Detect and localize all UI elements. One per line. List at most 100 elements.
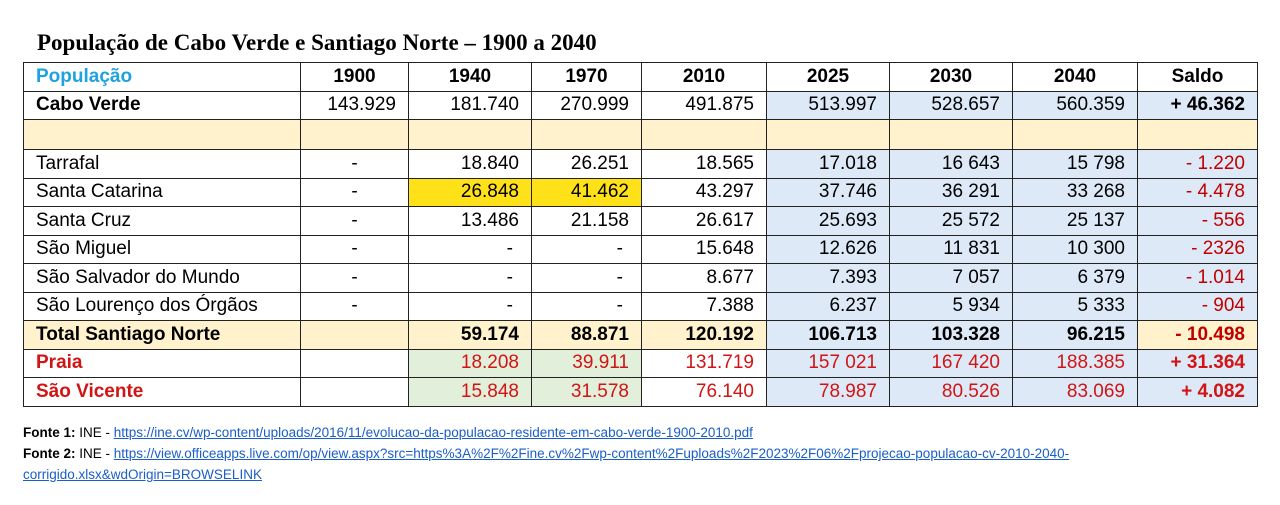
cell: 6 379	[1012, 263, 1138, 293]
cell: 10 300	[1012, 234, 1138, 264]
cell	[300, 119, 409, 150]
cell: 37.746	[766, 177, 890, 207]
row-municipality: São Lourenço dos Órgãos - - -7.388 6.237 5 93…	[23, 291, 1258, 321]
cell: -	[300, 291, 409, 321]
cell: 76.140	[641, 377, 767, 407]
cell: 18.208	[408, 348, 532, 378]
row-sao-vicente: São Vicente 15.848 31.578 76.140 78.987 80.52…	[23, 377, 1258, 407]
cell: -	[531, 291, 642, 321]
cell: -	[531, 263, 642, 293]
row-label: São Miguel	[23, 234, 301, 264]
row-label: São Salvador do Mundo	[23, 263, 301, 293]
source-2-org: INE -	[75, 446, 114, 461]
cell: 2030	[889, 62, 1013, 92]
row-label	[23, 119, 301, 150]
source-2-link[interactable]: https://view.officeapps.live.com/op/view…	[23, 446, 1070, 482]
cell: 43.297	[641, 177, 767, 207]
cell: 143.929	[300, 90, 409, 120]
cell	[408, 119, 532, 150]
row-cabo-verde: Cabo Verde 143.929 181.740 270.999 491.875 51…	[23, 90, 1258, 120]
row-label: Santa Cruz	[23, 206, 301, 236]
cell: -	[531, 234, 642, 264]
page-title: População de Cabo Verde e Santiago Norte…	[37, 30, 597, 55]
row-municipality: Santa Cruz -13.486 21.158 26.617 25.693 25 57…	[23, 206, 1258, 236]
cell: 513.997	[766, 90, 890, 120]
cell: 270.999	[531, 90, 642, 120]
cell: -	[300, 177, 409, 207]
row-head: População 1900 1940 1970 2010 2025 2030 2040 Sal…	[23, 62, 1258, 92]
cell: 1940	[408, 62, 532, 92]
row-label: São Vicente	[23, 377, 301, 407]
cell: 25.693	[766, 206, 890, 236]
cell: + 4.082	[1137, 377, 1258, 407]
cell: -	[300, 263, 409, 293]
cell: -	[300, 149, 409, 179]
cell	[766, 119, 890, 150]
cell	[1012, 119, 1138, 150]
cell: 103.328	[889, 320, 1013, 350]
cell: -	[408, 234, 532, 264]
row-label: Praia	[23, 348, 301, 378]
cell: 131.719	[641, 348, 767, 378]
row-label: Cabo Verde	[23, 90, 301, 120]
cell: 188.385	[1012, 348, 1138, 378]
row-total: Total Santiago Norte 59.174 88.871 120.192 1…	[23, 320, 1258, 350]
cell: 21.158	[531, 206, 642, 236]
cell: 560.359	[1012, 90, 1138, 120]
cell: - 4.478	[1137, 177, 1258, 207]
cell: Saldo	[1137, 62, 1258, 92]
cell: + 46.362	[1137, 90, 1258, 120]
cell: 5 333	[1012, 291, 1138, 321]
row-praia: Praia 18.208 39.911 131.719 157 021 167 420 18…	[23, 348, 1258, 378]
cell: 78.987	[766, 377, 890, 407]
cell	[531, 119, 642, 150]
row-municipality: Tarrafal -18.840 26.251 18.565 17.018 16 643 1…	[23, 149, 1258, 179]
cell: 36 291	[889, 177, 1013, 207]
row-municipality: Santa Catarina -26.848 41.462 43.297 37.746 3…	[23, 177, 1258, 207]
cell	[300, 377, 409, 407]
cell: 41.462	[531, 177, 642, 207]
cell: -	[408, 263, 532, 293]
cell: 2010	[641, 62, 767, 92]
population-table: População 1900 1940 1970 2010 2025 2030 2040 Sal…	[23, 62, 1258, 407]
cell: 26.848	[408, 177, 532, 207]
cell	[889, 119, 1013, 150]
cell: - 556	[1137, 206, 1258, 236]
cell: - 904	[1137, 291, 1258, 321]
cell: 13.486	[408, 206, 532, 236]
source-2-label: Fonte 2:	[23, 446, 76, 461]
sources: Fonte 1: INE - https://ine.cv/wp-content…	[23, 422, 1263, 485]
row-label: São Lourenço dos Órgãos	[23, 291, 301, 321]
cell: 106.713	[766, 320, 890, 350]
cell: 528.657	[889, 90, 1013, 120]
cell: 8.677	[641, 263, 767, 293]
cell: 7.393	[766, 263, 890, 293]
cell: 26.251	[531, 149, 642, 179]
cell: + 31.364	[1137, 348, 1258, 378]
cell: 1900	[300, 62, 409, 92]
cell: 167 420	[889, 348, 1013, 378]
cell: 1970	[531, 62, 642, 92]
cell: 80.526	[889, 377, 1013, 407]
source-1-link[interactable]: https://ine.cv/wp-content/uploads/2016/1…	[113, 425, 753, 440]
row-municipality: São Miguel - - -15.648 12.626 11 831 10 300- 2…	[23, 234, 1258, 264]
row-label: Total Santiago Norte	[23, 320, 301, 350]
cell: 18.840	[408, 149, 532, 179]
cell: 96.215	[1012, 320, 1138, 350]
cell: 83.069	[1012, 377, 1138, 407]
row-label: População	[23, 62, 301, 92]
cell: -	[408, 291, 532, 321]
cell: 88.871	[531, 320, 642, 350]
cell: 6.237	[766, 291, 890, 321]
cell: - 10.498	[1137, 320, 1258, 350]
cell: 26.617	[641, 206, 767, 236]
cell: 11 831	[889, 234, 1013, 264]
cell: 18.565	[641, 149, 767, 179]
cell: 15 798	[1012, 149, 1138, 179]
row-spacer	[23, 119, 1258, 150]
source-1: Fonte 1: INE - https://ine.cv/wp-content…	[23, 422, 1263, 443]
cell: 7 057	[889, 263, 1013, 293]
cell	[1137, 119, 1258, 150]
cell: -	[300, 206, 409, 236]
row-label: Tarrafal	[23, 149, 301, 179]
